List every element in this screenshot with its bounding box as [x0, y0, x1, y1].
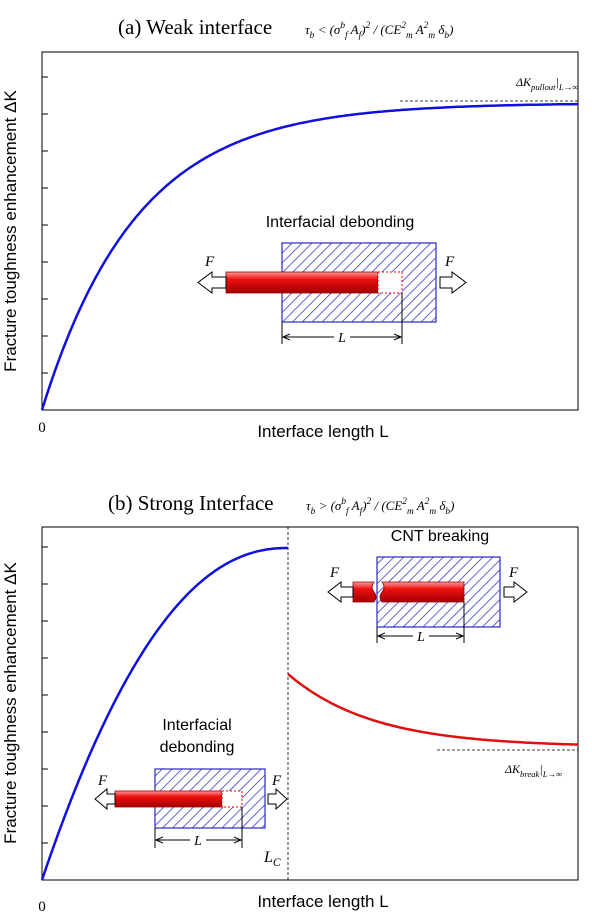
- formula-part: / (CE: [371, 498, 402, 513]
- nanotube: [114, 790, 223, 808]
- formula-part: ): [360, 22, 365, 37]
- plot-frame: [41, 526, 579, 881]
- force-label: F: [271, 773, 282, 789]
- formula-part: A: [349, 498, 360, 513]
- formula-part: δ: [436, 498, 446, 513]
- formula: τb < (σbf Af)2 / (CE2m A2m δb): [305, 21, 453, 41]
- formula-part: A: [413, 22, 424, 37]
- formula-part: < (σ: [314, 22, 341, 37]
- formula-part: δ: [435, 22, 445, 37]
- length-label: L: [416, 630, 425, 645]
- formula-part: ΔK: [515, 75, 532, 89]
- debonded-gap: [377, 271, 403, 294]
- nanotube: [225, 271, 379, 294]
- formula-part: pullout: [530, 82, 556, 92]
- force-arrow: [94, 787, 116, 811]
- length-label: L: [193, 834, 202, 849]
- force-label: F: [97, 773, 108, 789]
- formula-part: b: [340, 21, 345, 31]
- y-axis-label: Fracture toughness enhancement ΔK: [1, 90, 20, 372]
- curve: [287, 673, 579, 746]
- formula-part: f: [360, 506, 364, 517]
- formula-part: ): [448, 22, 453, 37]
- formula-part: L→∞: [558, 82, 579, 92]
- formula-part: τ: [306, 498, 312, 513]
- formula-part: > (σ: [315, 498, 342, 513]
- formula-part: A: [348, 22, 359, 37]
- formula-part: m: [429, 507, 436, 517]
- formula-part: break: [520, 769, 539, 779]
- force-arrow: [327, 580, 354, 604]
- formula-part: |: [556, 75, 559, 89]
- inset-label: CNT breaking: [391, 528, 489, 545]
- formula-part: τ: [305, 22, 311, 37]
- asymptote-label: ΔKbreak|L→∞: [504, 762, 562, 779]
- formula-part: f: [345, 30, 349, 41]
- axis-ticks: [42, 76, 48, 374]
- axis-ticks: [42, 546, 48, 844]
- dim-bg: [413, 629, 429, 643]
- formula-part: b: [445, 507, 450, 517]
- force-arrow: [439, 271, 467, 294]
- formula-part: m: [428, 31, 435, 41]
- formula-part: 2: [425, 497, 430, 507]
- force-arrow: [197, 271, 227, 294]
- panel-title: (b) Strong Interface: [108, 491, 274, 515]
- debonded-gap: [221, 790, 243, 808]
- plot-frame: [41, 51, 579, 411]
- origin-label: 0: [38, 899, 46, 915]
- formula-part: L: [263, 849, 273, 866]
- y-axis-label: Fracture toughness enhancement ΔK: [1, 562, 20, 844]
- formula-part: ΔK: [504, 762, 521, 776]
- formula-part: b: [444, 31, 449, 41]
- force-arrow: [503, 580, 528, 604]
- formula-part: ): [361, 498, 366, 513]
- formula-part: C: [273, 857, 281, 869]
- formula: τb > (σbf Af)2 / (CE2m A2m δb): [306, 497, 454, 517]
- curve: [40, 102, 578, 411]
- formula-part: m: [406, 31, 413, 41]
- formula-part: b: [310, 31, 315, 41]
- force-arrow: [267, 787, 288, 811]
- formula-part: b: [311, 507, 316, 517]
- formula-part: 2: [424, 21, 429, 31]
- inset-label: Interfacial: [162, 717, 231, 734]
- inset-label: debonding: [160, 739, 235, 756]
- force-label: F: [329, 565, 340, 581]
- inset-label: Interfacial debonding: [266, 214, 415, 231]
- formula-part: f: [359, 30, 363, 41]
- nanotube: [352, 581, 377, 603]
- x-axis-label: Interface length L: [257, 892, 388, 911]
- formula-part: A: [414, 498, 425, 513]
- panel-title: (a) Weak interface: [118, 15, 272, 39]
- formula-part: |: [539, 762, 542, 776]
- formula-part: m: [407, 507, 414, 517]
- formula-part: / (CE: [370, 22, 401, 37]
- critical-label: LC: [263, 849, 281, 869]
- x-axis-label: Interface length L: [257, 422, 388, 441]
- formula-part: 2: [402, 497, 407, 507]
- formula-part: f: [346, 506, 350, 517]
- formula-part: ): [449, 498, 454, 513]
- formula-part: b: [341, 497, 346, 507]
- length-label: L: [337, 331, 346, 346]
- formula-part: 2: [366, 21, 371, 31]
- formula-part: 2: [367, 497, 372, 507]
- dim-bg: [190, 833, 206, 847]
- formula-part: 2: [401, 21, 406, 31]
- curve: [40, 546, 288, 881]
- origin-label: 0: [38, 420, 46, 436]
- force-label: F: [444, 254, 455, 270]
- formula-part: L→∞: [542, 769, 563, 779]
- nanotube: [379, 581, 465, 603]
- force-label: F: [204, 254, 215, 270]
- asymptote-label: ΔKpullout|L→∞: [515, 75, 578, 92]
- dim-bg: [334, 330, 350, 344]
- force-label: F: [508, 565, 519, 581]
